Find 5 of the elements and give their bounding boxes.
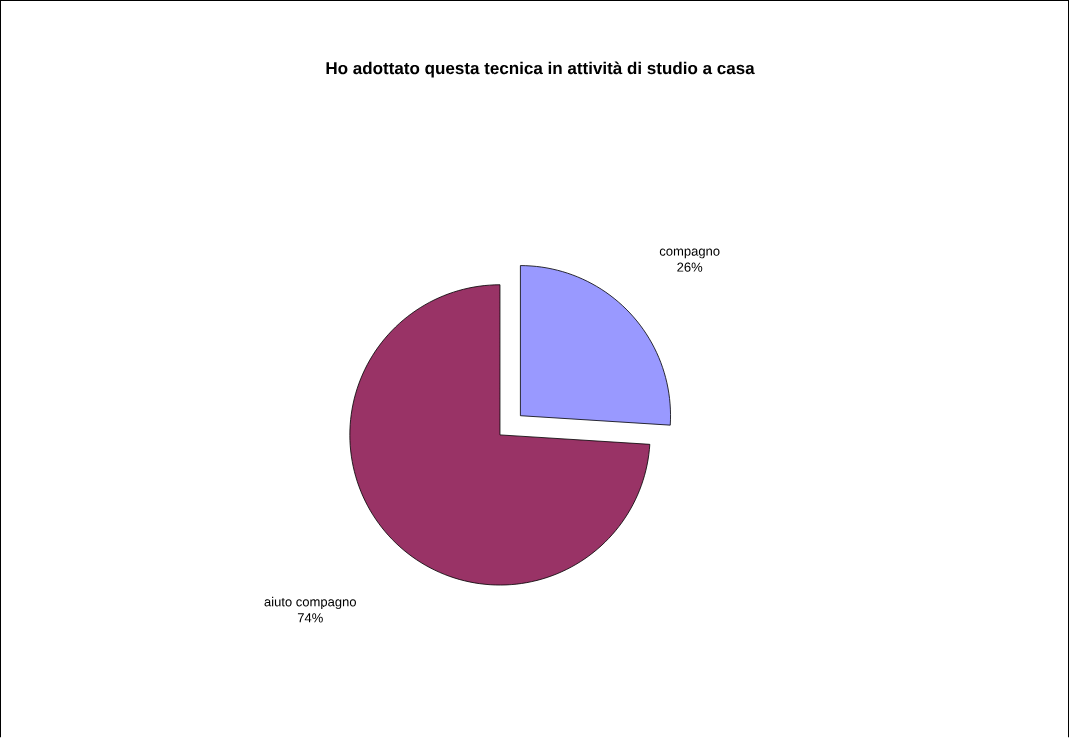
slice-label: aiuto compagno — [264, 597, 356, 610]
data-label: 26% — [677, 262, 703, 272]
slice-label: compagno — [659, 248, 720, 259]
data-label: 74% — [297, 613, 323, 623]
chart-title: Ho adottato questa tecnica in attività di studio a casa — [326, 61, 755, 78]
